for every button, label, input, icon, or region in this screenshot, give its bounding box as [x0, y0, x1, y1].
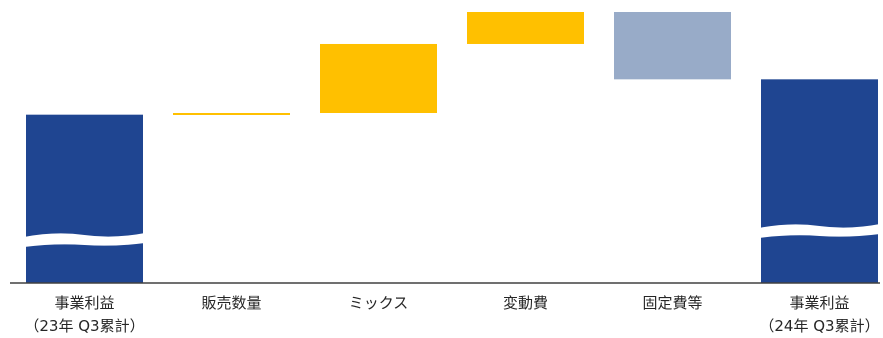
category-label-0-line-1: （23年 Q3累計）: [24, 317, 144, 335]
axis-break-mark-5: [759, 223, 880, 238]
category-label-3-line-0: 変動費: [503, 294, 548, 312]
bar-total-5: [761, 79, 878, 283]
bar-delta-4: [614, 12, 731, 80]
bar-delta-2: [320, 43, 437, 113]
bar-total-0: [26, 114, 143, 283]
category-label-4-line-0: 固定費等: [642, 294, 702, 312]
category-label-2-line-0: ミックス: [349, 294, 409, 312]
axis-break-mark-0: [24, 233, 145, 247]
category-label-5-line-1: （24年 Q3累計）: [759, 317, 879, 335]
bar-delta-3: [467, 12, 584, 44]
category-label-0-line-0: 事業利益: [54, 294, 114, 312]
category-label-1-line-0: 販売数量: [201, 294, 261, 312]
bar-delta-1: [173, 112, 290, 115]
category-label-5-line-0: 事業利益: [789, 294, 849, 312]
